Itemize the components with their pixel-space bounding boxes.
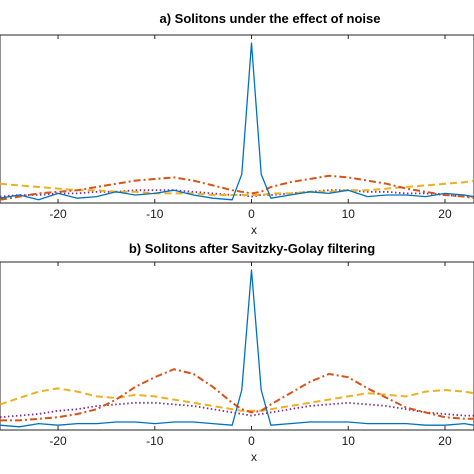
x-tick-label: 10 bbox=[342, 207, 356, 221]
x-tick-label: -10 bbox=[146, 434, 164, 448]
x-tick-label: 0 bbox=[248, 207, 255, 221]
series-line-dotted bbox=[0, 401, 474, 419]
x-tick-label: 0 bbox=[248, 434, 255, 448]
series-line-solid bbox=[0, 42, 474, 201]
x-tick-labels-a: -20 -10 0 10 20 bbox=[49, 35, 452, 221]
plot-frame-a bbox=[0, 34, 474, 204]
series-line-dashdot bbox=[0, 368, 474, 422]
x-tick-label: -20 bbox=[49, 434, 67, 448]
series-line-solid bbox=[0, 269, 474, 428]
chart-title-a: a) Solitons under the effect of noise bbox=[159, 11, 380, 26]
x-tick-label: -20 bbox=[49, 207, 67, 221]
series-line-dashed bbox=[0, 387, 474, 412]
panel-a: a) Solitons under the effect of noise -2… bbox=[0, 11, 474, 237]
x-tick-label: 20 bbox=[438, 434, 452, 448]
series-line-dashed bbox=[0, 179, 474, 196]
x-axis-label-a: x bbox=[251, 223, 257, 237]
series-layer-a bbox=[0, 42, 474, 201]
panel-b: b) Solitons after Savitzky-Golay filteri… bbox=[0, 241, 474, 464]
x-tick-label: 20 bbox=[438, 207, 452, 221]
x-axis-label-b: x bbox=[251, 450, 257, 464]
plot-frame-b bbox=[0, 261, 474, 431]
x-tick-label: -10 bbox=[146, 207, 164, 221]
x-tick-labels-b: -20 -10 0 10 20 bbox=[49, 262, 452, 448]
x-tick-label: 10 bbox=[342, 434, 356, 448]
chart-title-b: b) Solitons after Savitzky-Golay filteri… bbox=[129, 241, 375, 256]
series-layer-b bbox=[0, 269, 474, 428]
